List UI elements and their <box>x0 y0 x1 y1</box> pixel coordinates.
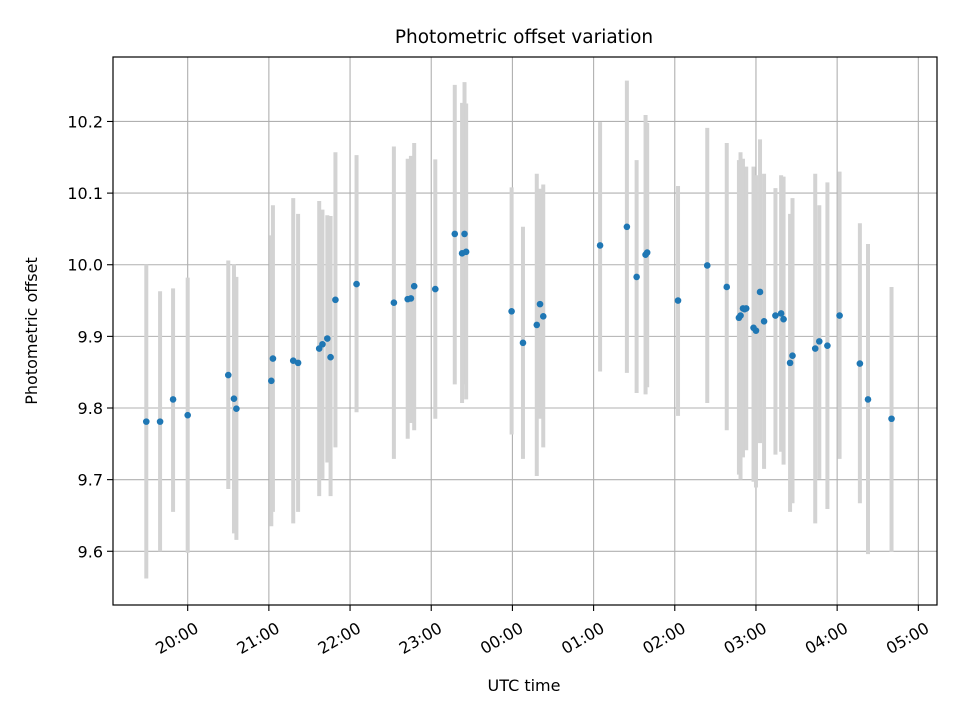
data-point <box>451 230 459 238</box>
data-point <box>811 345 819 352</box>
y-tick-label: 10.1 <box>67 184 103 203</box>
data-point <box>224 371 232 379</box>
data-point <box>780 315 787 323</box>
data-point <box>169 396 177 403</box>
y-axis: 9.6 9.7 9.8 9.9 10.0 10.1 10.2 <box>67 112 113 561</box>
data-point <box>777 310 785 317</box>
data-point <box>789 352 796 360</box>
data-point <box>888 415 895 423</box>
y-tick-label: 10.0 <box>67 256 103 275</box>
data-point <box>815 338 823 345</box>
data-point <box>643 249 651 256</box>
data-point <box>332 296 339 304</box>
data-point <box>269 355 277 362</box>
data-point <box>836 312 843 319</box>
data-point <box>519 339 527 347</box>
data-point <box>156 418 164 425</box>
data-point <box>462 248 470 256</box>
data-point <box>786 359 794 367</box>
data-point <box>856 360 864 367</box>
data-point <box>294 359 302 367</box>
data-point <box>623 223 631 231</box>
data-point <box>864 396 872 403</box>
y-tick-label: 9.6 <box>78 542 103 561</box>
data-point <box>390 299 398 307</box>
data-point <box>539 313 547 320</box>
data-point <box>407 295 415 302</box>
data-point <box>742 305 750 312</box>
data-point <box>760 318 768 325</box>
data-point <box>461 230 468 238</box>
y-tick-label: 9.9 <box>78 327 103 346</box>
data-point <box>596 242 604 249</box>
data-point <box>233 405 240 413</box>
data-point <box>752 327 760 334</box>
data-point <box>772 312 779 319</box>
data-point <box>431 285 439 293</box>
data-point <box>353 280 360 288</box>
plot-frame <box>112 56 938 606</box>
data-point <box>737 312 744 319</box>
data-points <box>142 223 895 425</box>
chart-title: Photometric offset variation <box>395 27 653 48</box>
y-tick-label: 9.7 <box>78 471 103 490</box>
data-point <box>633 273 640 281</box>
data-point <box>327 353 334 361</box>
data-point <box>703 262 711 269</box>
data-point <box>184 411 191 419</box>
data-point <box>324 335 331 342</box>
data-point <box>674 297 682 304</box>
data-point <box>508 308 515 315</box>
data-point <box>410 282 418 290</box>
data-point <box>536 300 544 308</box>
y-tick-label: 10.2 <box>67 112 103 131</box>
grid <box>113 57 937 605</box>
data-point <box>268 377 275 385</box>
y-axis-label: Photometric offset <box>22 257 41 405</box>
data-point <box>824 342 831 349</box>
data-point <box>533 321 541 329</box>
data-point <box>723 283 731 291</box>
x-axis-label: UTC time <box>488 676 561 695</box>
data-point <box>756 288 764 296</box>
data-point <box>142 418 150 425</box>
data-point <box>230 395 238 402</box>
data-point <box>319 340 326 348</box>
y-tick-label: 9.8 <box>78 399 103 418</box>
